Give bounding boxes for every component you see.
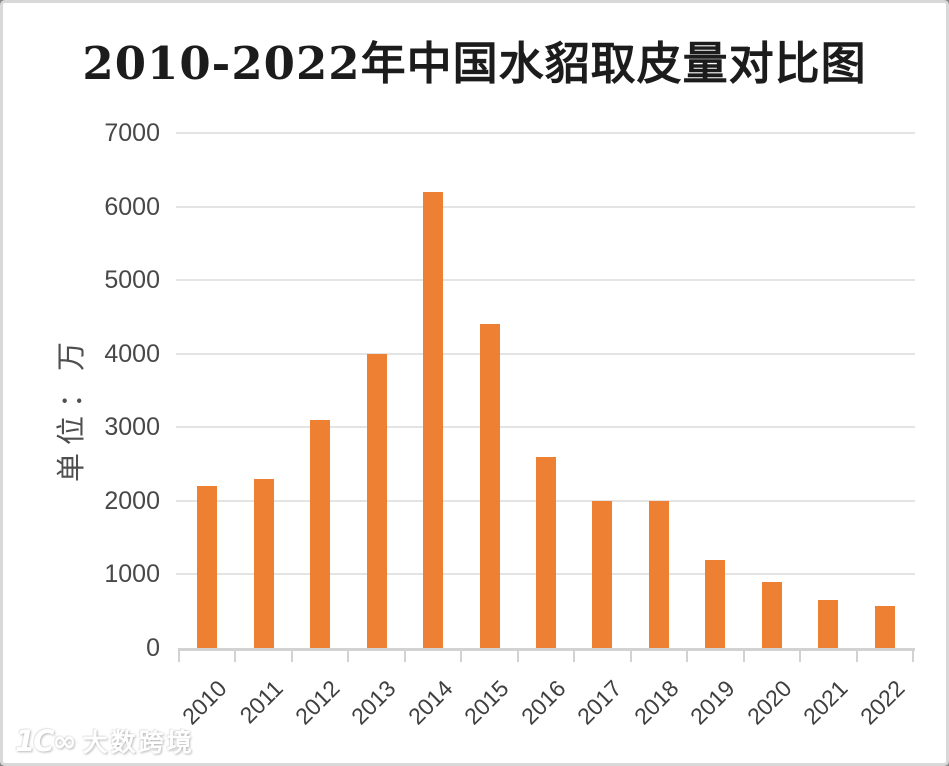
x-axis-tick: [290, 648, 293, 662]
x-axis-label: 2017: [572, 675, 627, 730]
x-axis-label: 2019: [685, 675, 740, 730]
gridline: [176, 426, 915, 429]
bar: [648, 500, 669, 648]
y-axis-tick-label: 5000: [104, 266, 160, 295]
bar: [874, 606, 895, 648]
x-axis-label: 2015: [459, 675, 514, 730]
bar: [197, 486, 218, 648]
bar: [366, 353, 387, 648]
bar: [423, 191, 444, 648]
y-axis-tick-label: 4000: [104, 339, 160, 368]
x-axis-label: 2016: [515, 675, 571, 730]
watermark-logo-icon: 1C∞: [15, 724, 77, 758]
bar: [310, 419, 331, 648]
bar: [705, 559, 726, 648]
bar: [818, 600, 839, 648]
chart-title: 2010-2022年中国水貂取皮量对比图: [82, 37, 867, 90]
y-axis-tick-label: 6000: [104, 192, 160, 221]
x-axis-tick: [629, 648, 632, 662]
x-axis-tick: [912, 648, 914, 662]
y-axis-tick-label: 0: [146, 634, 160, 662]
bar: [536, 456, 556, 648]
x-axis-tick: [573, 648, 576, 662]
x-axis-label: 2013: [346, 675, 402, 730]
gridline: [176, 279, 915, 282]
y-axis-tick-label: 3000: [104, 413, 160, 442]
gridline: [176, 205, 915, 208]
watermark-text: 大数跨境: [82, 729, 195, 757]
gridline: [176, 352, 915, 355]
bar: [479, 324, 500, 648]
x-axis-label: 2012: [289, 675, 345, 730]
x-axis-tick: [178, 648, 180, 662]
x-axis-label: 2010: [177, 675, 232, 730]
y-axis-tick-label: 2000: [104, 486, 160, 515]
watermark: 1C∞ 大数跨境: [15, 723, 195, 759]
x-axis-label: 2021: [798, 675, 853, 730]
x-axis-tick: [686, 648, 689, 662]
y-axis-tick-label: 7000: [104, 119, 160, 147]
x-axis-label: 2018: [628, 675, 684, 730]
x-axis-tick: [347, 648, 350, 662]
gridline: [176, 132, 915, 134]
x-axis-tick: [742, 648, 745, 662]
x-axis-label: 2011: [234, 675, 289, 729]
x-axis-label: 2020: [741, 675, 797, 730]
y-axis-tick-label: 1000: [104, 560, 160, 589]
x-axis-tick: [234, 648, 237, 662]
x-axis-tick: [460, 648, 463, 662]
bar: [253, 478, 274, 648]
x-axis-tick: [516, 648, 519, 662]
x-axis-line: [178, 648, 915, 651]
x-axis-tick: [403, 648, 406, 662]
x-axis-tick: [855, 648, 858, 662]
bar: [761, 581, 782, 648]
bar: [592, 500, 613, 648]
x-axis-tick: [799, 648, 802, 662]
x-axis-label: 2022: [854, 675, 910, 730]
x-axis-label: 2014: [402, 675, 458, 730]
